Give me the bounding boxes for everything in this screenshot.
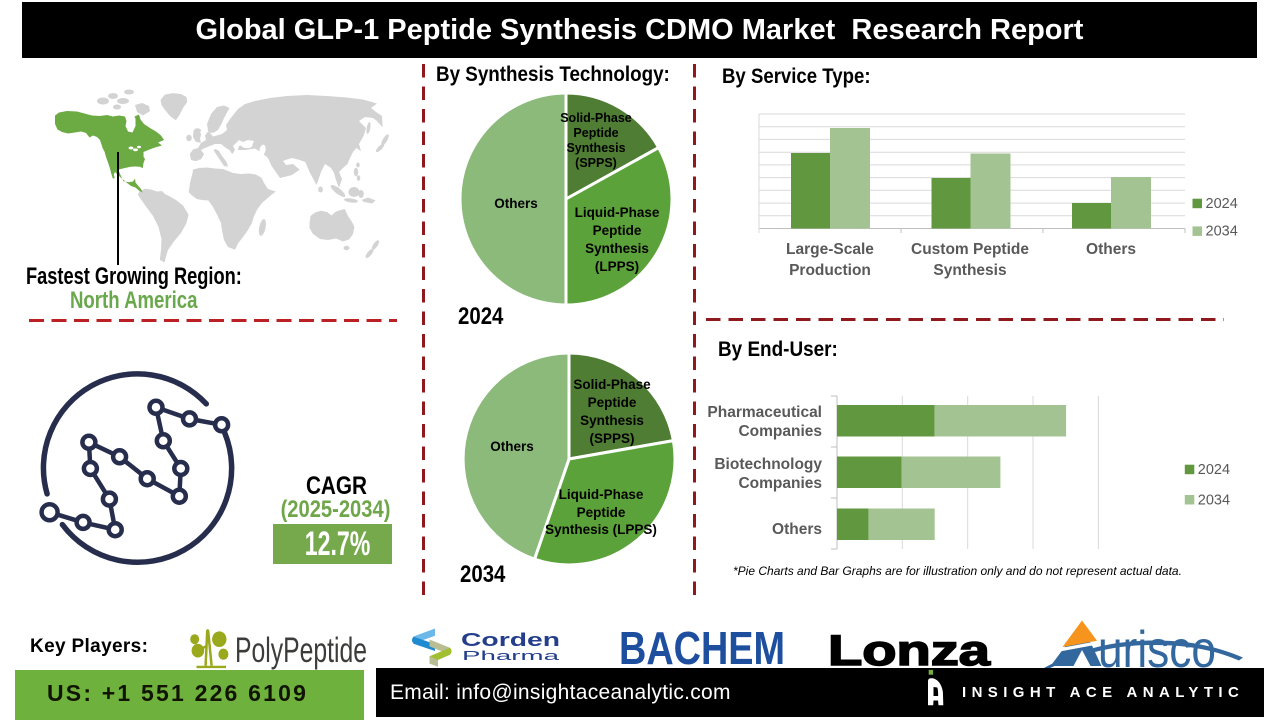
svg-text:Lonza: Lonza [828,627,991,672]
svg-text:2024: 2024 [1198,462,1230,478]
svg-text:Pharma: Pharma [462,648,561,663]
svg-text:2024: 2024 [1206,196,1238,212]
svg-text:urisco: urisco [1098,621,1216,672]
svg-text:Corden: Corden [461,630,560,650]
svg-text:BACHEM: BACHEM [619,626,785,671]
svg-text:PolyPeptide: PolyPeptide [235,631,367,670]
svg-text:2034: 2034 [1206,224,1238,240]
svg-text:2034: 2034 [1198,492,1230,508]
